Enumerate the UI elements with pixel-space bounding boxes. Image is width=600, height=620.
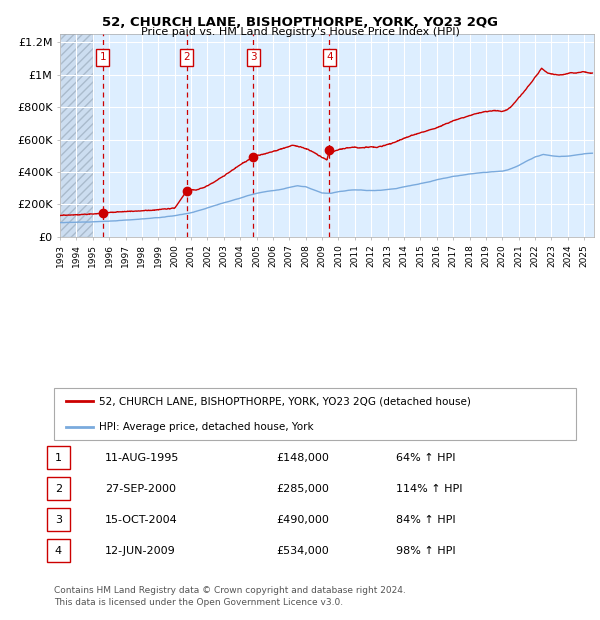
Text: 52, CHURCH LANE, BISHOPTHORPE, YORK, YO23 2QG (detached house): 52, CHURCH LANE, BISHOPTHORPE, YORK, YO2…	[99, 396, 471, 406]
Bar	[60, 34, 93, 237]
Text: Contains HM Land Registry data © Crown copyright and database right 2024.: Contains HM Land Registry data © Crown c…	[54, 586, 406, 595]
Text: HPI: Average price, detached house, York: HPI: Average price, detached house, York	[99, 422, 314, 432]
Text: 2: 2	[184, 53, 190, 63]
Text: 4: 4	[326, 53, 333, 63]
Text: 2: 2	[55, 484, 62, 494]
Text: £490,000: £490,000	[276, 515, 329, 525]
Text: 4: 4	[55, 546, 62, 556]
Text: 84% ↑ HPI: 84% ↑ HPI	[396, 515, 455, 525]
Text: 27-SEP-2000: 27-SEP-2000	[105, 484, 176, 494]
Text: 114% ↑ HPI: 114% ↑ HPI	[396, 484, 463, 494]
Text: 11-AUG-1995: 11-AUG-1995	[105, 453, 179, 463]
Text: 1: 1	[55, 453, 62, 463]
Text: 15-OCT-2004: 15-OCT-2004	[105, 515, 178, 525]
Text: 64% ↑ HPI: 64% ↑ HPI	[396, 453, 455, 463]
Text: 98% ↑ HPI: 98% ↑ HPI	[396, 546, 455, 556]
Text: £534,000: £534,000	[276, 546, 329, 556]
Text: 52, CHURCH LANE, BISHOPTHORPE, YORK, YO23 2QG: 52, CHURCH LANE, BISHOPTHORPE, YORK, YO2…	[102, 16, 498, 29]
Bar	[60, 34, 93, 237]
Text: 3: 3	[250, 53, 256, 63]
Text: £148,000: £148,000	[276, 453, 329, 463]
Text: £285,000: £285,000	[276, 484, 329, 494]
Text: 1: 1	[100, 53, 106, 63]
Text: 3: 3	[55, 515, 62, 525]
Text: Price paid vs. HM Land Registry's House Price Index (HPI): Price paid vs. HM Land Registry's House …	[140, 27, 460, 37]
Text: This data is licensed under the Open Government Licence v3.0.: This data is licensed under the Open Gov…	[54, 598, 343, 607]
Text: 12-JUN-2009: 12-JUN-2009	[105, 546, 176, 556]
